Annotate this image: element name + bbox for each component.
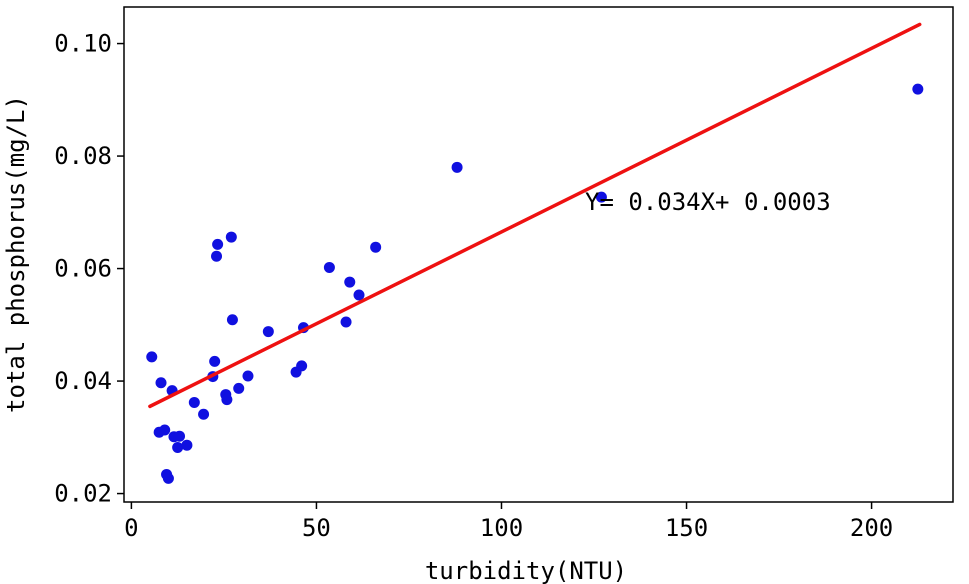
data-point	[225, 231, 237, 243]
data-point	[912, 83, 924, 95]
data-point	[595, 191, 607, 203]
data-point	[242, 370, 254, 382]
y-tick-label: 0.02	[54, 480, 112, 508]
data-point	[353, 289, 365, 301]
data-point	[188, 396, 200, 408]
regression-line	[148, 22, 922, 409]
data-point	[209, 355, 221, 367]
x-tick-label: 200	[850, 514, 893, 542]
x-axis-label: turbidity(NTU)	[425, 557, 627, 584]
data-point	[262, 326, 274, 338]
data-point	[162, 472, 174, 484]
x-tick-label: 100	[480, 514, 523, 542]
data-point	[226, 314, 238, 326]
data-point	[296, 360, 308, 372]
y-tick-label: 0.10	[54, 30, 112, 58]
x-tick-label: 150	[665, 514, 708, 542]
data-point	[340, 316, 352, 328]
y-axis-label: total phosphorus(mg/L)	[2, 95, 30, 413]
x-axis-ticks: 0 50 100 150 200	[124, 502, 893, 542]
data-point	[451, 161, 463, 173]
y-tick-label: 0.08	[54, 142, 112, 170]
data-point	[172, 441, 184, 453]
x-tick-label: 0	[124, 514, 138, 542]
data-point	[370, 241, 382, 253]
data-point	[233, 382, 245, 394]
data-point	[174, 430, 186, 442]
data-point	[155, 377, 167, 389]
data-point	[211, 250, 223, 262]
x-tick-label: 50	[302, 514, 331, 542]
data-point	[323, 261, 335, 273]
plot-frame	[123, 6, 954, 503]
data-point	[212, 238, 224, 250]
data-point	[146, 351, 158, 363]
y-tick-label: 0.04	[54, 367, 112, 395]
y-axis-ticks: 0.02 0.04 0.06 0.08 0.10	[54, 30, 124, 508]
data-point	[221, 394, 233, 406]
y-tick-label: 0.06	[54, 255, 112, 283]
regression-equation: Y= 0.034X+ 0.0003	[585, 188, 831, 216]
data-points	[146, 83, 924, 484]
data-point	[198, 408, 210, 420]
data-point	[159, 424, 171, 436]
data-point	[181, 439, 193, 451]
data-point	[344, 276, 356, 288]
